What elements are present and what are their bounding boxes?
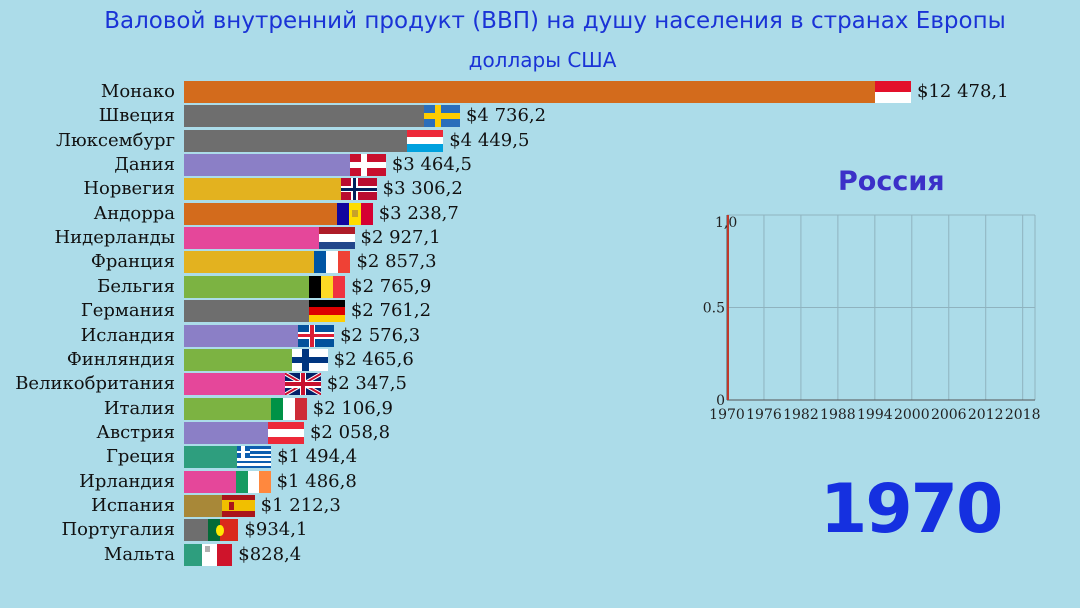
ireland-flag-icon [236,470,271,493]
bar-category-label: Франция [90,251,175,273]
iceland-flag-icon [298,324,335,347]
bar-category-label: Финляндия [66,348,175,370]
year-label: 1970 [820,470,1003,549]
bar-category-label: Португалия [61,519,175,541]
bar [184,275,346,298]
bar-category-label: Люксембург [55,129,175,151]
bar-value-label: $2 576,3 [340,324,421,346]
france-flag-icon [314,251,351,274]
inset-line-chart: 1970 1976 1982 1988 1994 2000 2006 2012 2018 0 0.5… [703,214,1041,423]
bar-category-label: Италия [103,397,175,419]
norway-flag-icon [340,178,377,201]
greece-flag-icon [236,446,272,469]
bar-category-label: Испания [91,494,175,516]
bar-value-label: $2 058,8 [309,421,391,443]
bar-value-label: $2 765,9 [351,275,432,297]
luxembourg-flag-icon [407,129,444,152]
bar-value-label: $1 494,4 [277,446,358,468]
bar [184,154,386,177]
x-tick-label: 2006 [931,407,967,423]
bar-value-label: $3 306,2 [382,178,463,200]
denmark-flag-icon [349,154,386,177]
bar-category-label: Ирландия [79,470,175,492]
uk-flag-icon [284,373,321,396]
bar-category-label: Швеция [98,105,175,127]
bar-category-label: Дания [114,154,175,176]
bar [184,178,377,201]
bar-value-label: $2 927,1 [360,227,441,249]
bar [184,300,345,323]
italy-flag-icon [270,397,307,420]
bar-value-label: $1 486,8 [276,470,357,492]
bar [184,227,355,250]
y-tick-label: 0.5 [703,301,725,317]
x-tick-label: 2000 [894,407,930,423]
spain-flag-icon [222,494,255,517]
bar [184,324,335,347]
inset-chart-title: Россия [838,166,945,197]
bar-category-label: Австрия [96,421,175,443]
portugal-flag-icon [207,519,239,542]
bar-category-label: Андорра [93,202,175,224]
bar-value-label: $1 212,3 [260,494,341,516]
chart-subtitle: доллары США [468,48,617,72]
andorra-flag-icon [336,202,373,225]
bar-value-label: $2 857,3 [356,251,437,273]
bar-category-label: Монако [100,81,175,102]
x-tick-label: 2018 [1005,407,1041,423]
austria-flag-icon [267,421,304,444]
bar [184,202,373,225]
bar-value-label: $4 736,2 [465,105,547,127]
bar-value-label: $4 449,5 [449,129,530,151]
x-tick-label: 1988 [820,407,856,423]
bar-value-label: $2 347,5 [326,373,407,395]
netherlands-flag-icon [318,227,355,250]
bar-value-label: $2 465,6 [333,348,414,370]
bar-value-label: $2 761,2 [350,300,432,322]
bar [184,251,351,274]
y-tick-label-top: 1,0 [715,215,737,231]
bar-value-label: $3 238,7 [378,202,459,224]
bar-category-label: Нидерланды [54,227,175,249]
chart-title: Валовой внутренний продукт (ВВП) на душу… [104,8,1006,34]
x-tick-label: 2012 [968,407,1004,423]
bar-category-label: Мальта [103,543,175,565]
bar-value-label: $828,4 [238,543,302,565]
bar-category-label: Исландия [80,324,175,346]
malta-flag-icon [202,543,233,566]
x-tick-label: 1982 [783,407,819,423]
germany-flag-icon [308,300,345,323]
bar-category-label: Бельгия [97,275,175,297]
bar [184,81,911,103]
y-tick-label: 0 [716,393,725,409]
bar [184,105,460,128]
bar [184,129,444,152]
bar-category-label: Греция [105,446,175,468]
x-tick-label: 1994 [857,407,893,423]
bar-value-label: $3 464,5 [391,154,472,176]
bar-value-label: $12 478,1 [917,81,1009,102]
belgium-flag-icon [309,275,346,298]
sweden-flag-icon [423,105,460,128]
bar-category-label: Норвегия [83,178,175,200]
x-tick-label: 1976 [746,407,782,423]
bar-category-label: Великобритания [15,373,175,395]
x-tick-label: 1970 [709,407,745,423]
bar-value-label: $934,1 [244,519,308,541]
bar-value-label: $2 106,9 [312,397,393,419]
monaco-flag-icon [875,81,911,103]
finland-flag-icon [291,348,328,371]
bar-category-label: Германия [80,300,175,322]
